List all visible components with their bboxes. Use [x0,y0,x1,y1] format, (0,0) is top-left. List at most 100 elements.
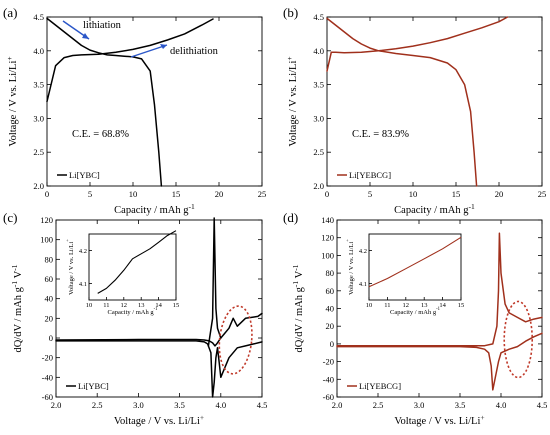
y-tick-label: 3.5 [313,80,324,90]
inset-y-tick-label: 4.2 [79,248,87,255]
y-tick-label: 3.5 [33,80,44,90]
plot-frame [55,219,263,398]
series-line-3 [207,217,222,347]
x-tick-label: 5 [88,189,92,199]
x-tick-label: 4.5 [537,400,548,410]
chart-panel-2: 0 5 10 15 20 25 2.0 2.5 3.0 3.5 4.0 4.5 Capacity / m… [283,5,546,216]
inset-x-tick-label: 15 [458,302,465,309]
inset-chart: 10 11 12 13 14 15 4.1 4.2 Capacity / mAh g-1​ Vol… [346,233,465,316]
series-line-1 [326,16,509,72]
x-tick-label: 2.5 [373,400,384,410]
highlight-ellipse [218,305,253,375]
inset-y-axis-label: Voltage / V vs. Li/Li+​ [66,239,75,295]
y-tick-label: 60 [326,286,335,296]
inset-x-tick-label: 11 [384,302,390,309]
delithiation-arrow [130,44,168,58]
inset-x-axis-label: Capacity / mAh g-1​ [390,307,441,316]
x-tick-label: 20 [495,189,504,199]
y-tick-label: 3.0 [33,113,44,123]
x-tick-label: 25 [258,189,267,199]
inset-frame [368,233,462,301]
x-tick-label: 4.0 [215,400,226,410]
y-tick-label: 120 [321,233,334,243]
x-tick-label: 4.5 [257,400,268,410]
inset-x-tick-label: 12 [403,302,410,309]
y-tick-label: 0 [49,333,53,343]
x-tick-label: 2.5 [92,400,103,410]
y-tick-label: -20 [42,353,53,363]
x-tick-label: 2.0 [51,400,62,410]
y-axis-label: dQ/dV / mAh g-1​ V-1​ [10,264,24,352]
y-tick-label: 4.0 [313,46,324,56]
y-tick-label: 140 [321,215,334,225]
plot-frame [326,16,543,187]
panel-label: (c) [3,210,17,225]
series-line-1 [55,312,263,347]
inset-y-tick-label: 4.1 [79,281,87,288]
panel-label: (d) [283,210,298,225]
x-axis-label: Voltage / V vs. Li/Li+​ [394,413,484,427]
y-tick-label: 80 [326,268,335,278]
y-tick-label: 2.0 [33,181,44,191]
panel-label: (a) [3,5,17,20]
inset-x-tick-label: 13 [138,302,145,309]
x-tick-label: 15 [452,189,461,199]
inset-x-tick-label: 12 [121,302,128,309]
y-tick-label: 4.0 [33,46,44,56]
x-axis-label: Capacity / mAh g-1​ [114,202,195,216]
chart-panel-4: 2.0 2.5 3.0 3.5 4.0 4.5 -60 -40 -20 0 20 40 60 80 100 1… [283,210,547,427]
legend-label: Li[YEBCG] [349,170,391,180]
x-tick-label: 4.0 [496,400,507,410]
y-tick-label: 2.5 [33,147,44,157]
coulombic-efficiency-label: C.E. = 83.9% [352,129,409,140]
inset-x-tick-label: 14 [439,302,446,309]
delithiation-arrow-head [160,44,167,49]
y-tick-label: -20 [323,357,334,367]
delithiation-label: delithiation [170,46,219,57]
x-tick-label: 3.0 [414,400,425,410]
x-tick-label: 15 [172,189,181,199]
x-tick-label: 3.5 [455,400,466,410]
x-tick-label: 2.0 [332,400,343,410]
inset-y-tick-label: 4.1 [359,281,367,288]
chart-panel-1: 0 5 10 15 20 25 2.0 2.5 3.0 3.5 4.0 4.5 Capacity / m… [3,5,266,216]
x-tick-label: 10 [409,189,418,199]
x-tick-label: 3.5 [174,400,185,410]
inset-y-tick-label: 4.2 [359,248,367,255]
series-line-2 [46,17,163,187]
x-tick-label: 0 [45,189,49,199]
series-line-2 [326,17,478,187]
inset-x-tick-label: 13 [421,302,428,309]
y-axis-label: dQ/dV / mAh g-1​ V-1​ [291,264,305,352]
legend-label: Li[YBC] [69,170,100,180]
y-tick-label: -60 [42,392,53,402]
y-tick-label: 2.5 [313,147,324,157]
y-tick-label: 40 [326,304,335,314]
x-tick-label: 10 [129,189,138,199]
x-tick-label: 20 [215,189,224,199]
lithiation-arrow-head [82,33,89,39]
inset-series-line [97,230,177,294]
inset-x-tick-label: 10 [366,302,373,309]
y-tick-label: 80 [45,254,54,264]
x-tick-label: 25 [538,189,547,199]
inset-chart: 10 11 12 13 14 15 4.1 4.2 Capacity / mAh g-1​ Vol… [66,230,179,316]
y-axis-label: Voltage / V vs. Li/Li+​ [5,56,19,146]
y-tick-label: 4.5 [313,12,324,22]
x-tick-label: 0 [325,189,329,199]
x-tick-label: 5 [368,189,372,199]
y-tick-label: 20 [45,313,54,323]
y-tick-label: -60 [323,392,334,402]
lithiation-label: lithiation [83,20,122,31]
inset-y-axis-label: Voltage / V vs. Li/Li+​ [346,239,355,295]
y-tick-label: 4.5 [33,12,44,22]
inset-frame [88,233,177,301]
panel-label: (b) [283,5,298,20]
inset-x-tick-label: 10 [86,302,93,309]
inset-x-tick-label: 14 [155,302,162,309]
y-tick-label: 100 [40,235,53,245]
y-tick-label: 60 [45,274,54,284]
y-tick-label: 3.0 [313,113,324,123]
legend-label: Li[YEBCG] [359,381,401,391]
